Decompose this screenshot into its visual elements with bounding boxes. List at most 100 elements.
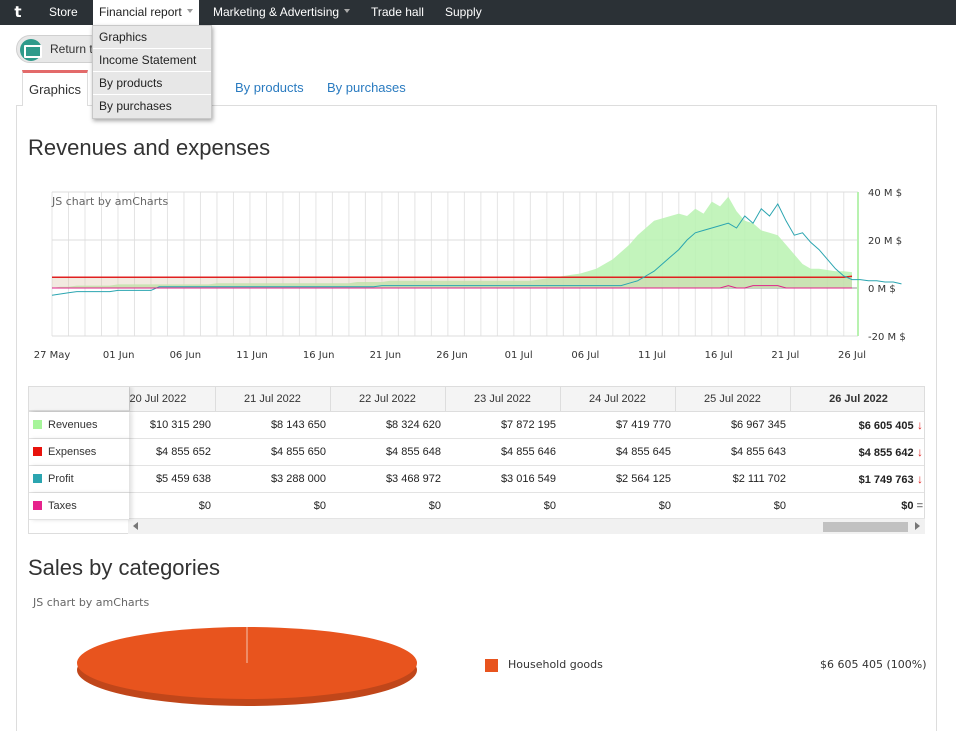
series-swatch-icon	[33, 446, 42, 456]
scrollbar-thumb[interactable]	[823, 522, 908, 532]
table-row: $10 315 290 $8 143 650 $8 324 620 $7 872 19…	[29, 411, 924, 439]
monitor-icon	[20, 39, 42, 61]
y-axis-ticks: 40 M $ 20 M $ 0 M $ -20 M $	[868, 188, 906, 343]
table-cell: $5 459 638	[129, 465, 215, 493]
table-cell: $4 855 650	[215, 438, 330, 466]
tab-by-purchases[interactable]: By purchases	[327, 80, 406, 95]
x-tick-label: 16 Jul	[705, 350, 733, 361]
y-tick-label: -20 M $	[868, 332, 906, 343]
menu-item-by-purchases[interactable]: By purchases	[99, 99, 172, 113]
cell-value: $3 468 972	[385, 472, 441, 485]
nav-supply[interactable]: Supply	[439, 0, 488, 25]
table-cell: $0	[445, 492, 560, 520]
sales-pie-chart	[77, 627, 417, 706]
chevron-down-icon	[344, 8, 351, 13]
scroll-left-icon[interactable]	[133, 522, 138, 530]
row-label-taxes: Taxes	[29, 493, 129, 520]
nav-marketing-label: Marketing & Advertising	[213, 5, 340, 19]
x-tick-label: 16 Jun	[303, 350, 335, 361]
menu-item-income-statement[interactable]: Income Statement	[93, 49, 211, 72]
table-cell: $4 855 645	[560, 438, 675, 466]
cell-value: $0	[901, 499, 914, 512]
legend-swatch-household-goods[interactable]	[485, 659, 498, 672]
table-cell: $1 749 763 ↓	[790, 465, 924, 493]
row-label-text: Profit	[48, 473, 74, 485]
amcharts-credit[interactable]: JS chart by amCharts	[52, 195, 169, 208]
cell-value: $2 111 702	[732, 472, 786, 485]
table-column-header: 26 Jul 2022	[790, 387, 924, 412]
table-cell: $4 855 642 ↓	[790, 438, 924, 466]
trend-equal-icon: =	[913, 499, 923, 512]
y-tick-label: 0 M $	[868, 284, 896, 295]
table-cell: $2 111 702	[675, 465, 790, 493]
row-label-text: Expenses	[48, 446, 97, 458]
menu-item-by-products[interactable]: By products	[93, 72, 211, 95]
tab-by-products[interactable]: By products	[235, 80, 304, 95]
series-swatch-icon	[33, 473, 42, 483]
table-column-header: 22 Jul 2022	[330, 387, 446, 412]
horizontal-scrollbar[interactable]	[128, 518, 925, 534]
return-button[interactable]: Return t	[16, 35, 104, 63]
table-cell: $8 143 650	[215, 411, 330, 439]
series-profit-line	[51, 203, 902, 296]
cell-value: $1 749 763	[858, 473, 914, 486]
sales-categories-title: Sales by categories	[28, 555, 220, 580]
table-cell: $4 855 646	[445, 438, 560, 466]
series-taxes-line	[52, 285, 852, 289]
nav-trade-hall[interactable]: Trade hall	[365, 0, 430, 25]
cell-value: $5 459 638	[155, 472, 211, 485]
x-tick-label: 26 Jun	[436, 350, 468, 361]
table-cell: $4 855 648	[330, 438, 445, 466]
table-cell: $0	[675, 492, 790, 520]
nav-financial-report-label: Financial report	[99, 5, 182, 19]
table-cell: $3 468 972	[330, 465, 445, 493]
table-row: $0 $0 $0 $0 $0 $0 $0 =	[29, 492, 924, 520]
cell-value: $6 967 345	[730, 418, 786, 431]
cell-value: $0	[198, 499, 211, 512]
x-tick-label: 11 Jun	[236, 350, 268, 361]
table-cell: $7 872 195	[445, 411, 560, 439]
trend-down-icon: ↓	[913, 444, 923, 459]
x-tick-label: 21 Jul	[771, 350, 799, 361]
menu-item-graphics[interactable]: Graphics	[93, 26, 211, 49]
cell-value: $4 855 642	[858, 446, 914, 459]
amcharts-credit-pie[interactable]: JS chart by amCharts	[33, 596, 150, 609]
row-label-profit: Profit	[29, 466, 129, 493]
series-expenses-line	[52, 275, 853, 278]
x-tick-label: 06 Jul	[571, 350, 599, 361]
cell-value: $6 605 405	[858, 419, 914, 432]
series-swatch-icon	[33, 419, 42, 429]
report-panel	[16, 105, 937, 731]
nav-store-label: Store	[49, 5, 78, 19]
scroll-right-icon[interactable]	[915, 522, 920, 530]
series-swatch-icon	[33, 500, 42, 510]
table-row: $4 855 652 $4 855 650 $4 855 648 $4 855 646…	[29, 438, 924, 466]
chart-series	[51, 196, 902, 296]
table-cell: $3 288 000	[215, 465, 330, 493]
revenues-expenses-chart: 27 May 01 Jun 06 Jun 11 Jun 16 Jun 21 Jun 26 J…	[34, 188, 906, 361]
table-cell: $3 016 549	[445, 465, 560, 493]
nav-financial-report[interactable]: Financial report	[93, 0, 199, 25]
series-expenses-area	[52, 276, 852, 288]
table-cell: $6 605 405 ↓	[790, 411, 924, 439]
cell-value: $7 419 770	[615, 418, 671, 431]
trend-down-icon: ↓	[913, 471, 923, 486]
app-logo[interactable]: t	[14, 3, 22, 21]
x-tick-label: 27 May	[34, 350, 71, 361]
tab-graphics[interactable]: Graphics	[22, 70, 88, 106]
cell-value: $2 564 125	[615, 472, 671, 485]
row-label-revenues: Revenues	[29, 412, 129, 439]
x-tick-label: 06 Jun	[170, 350, 202, 361]
nav-store[interactable]: Store	[43, 0, 84, 25]
table-column-header: 20 Jul 2022	[129, 387, 216, 412]
trend-down-icon: ↓	[913, 417, 923, 432]
nav-marketing-advertising[interactable]: Marketing & Advertising	[207, 0, 356, 25]
table-cell: $0	[560, 492, 675, 520]
table-cell: $8 324 620	[330, 411, 445, 439]
cell-value: $8 143 650	[270, 418, 326, 431]
legend-label-household-goods[interactable]: Household goods	[508, 658, 603, 671]
cell-value: $8 324 620	[385, 418, 441, 431]
financial-report-dropdown: Graphics Income Statement By products By…	[92, 25, 212, 119]
revenue-data-table: 20 Jul 2022 21 Jul 2022 22 Jul 2022 23 Jul …	[28, 386, 925, 534]
cell-value: $10 315 290	[149, 418, 211, 431]
